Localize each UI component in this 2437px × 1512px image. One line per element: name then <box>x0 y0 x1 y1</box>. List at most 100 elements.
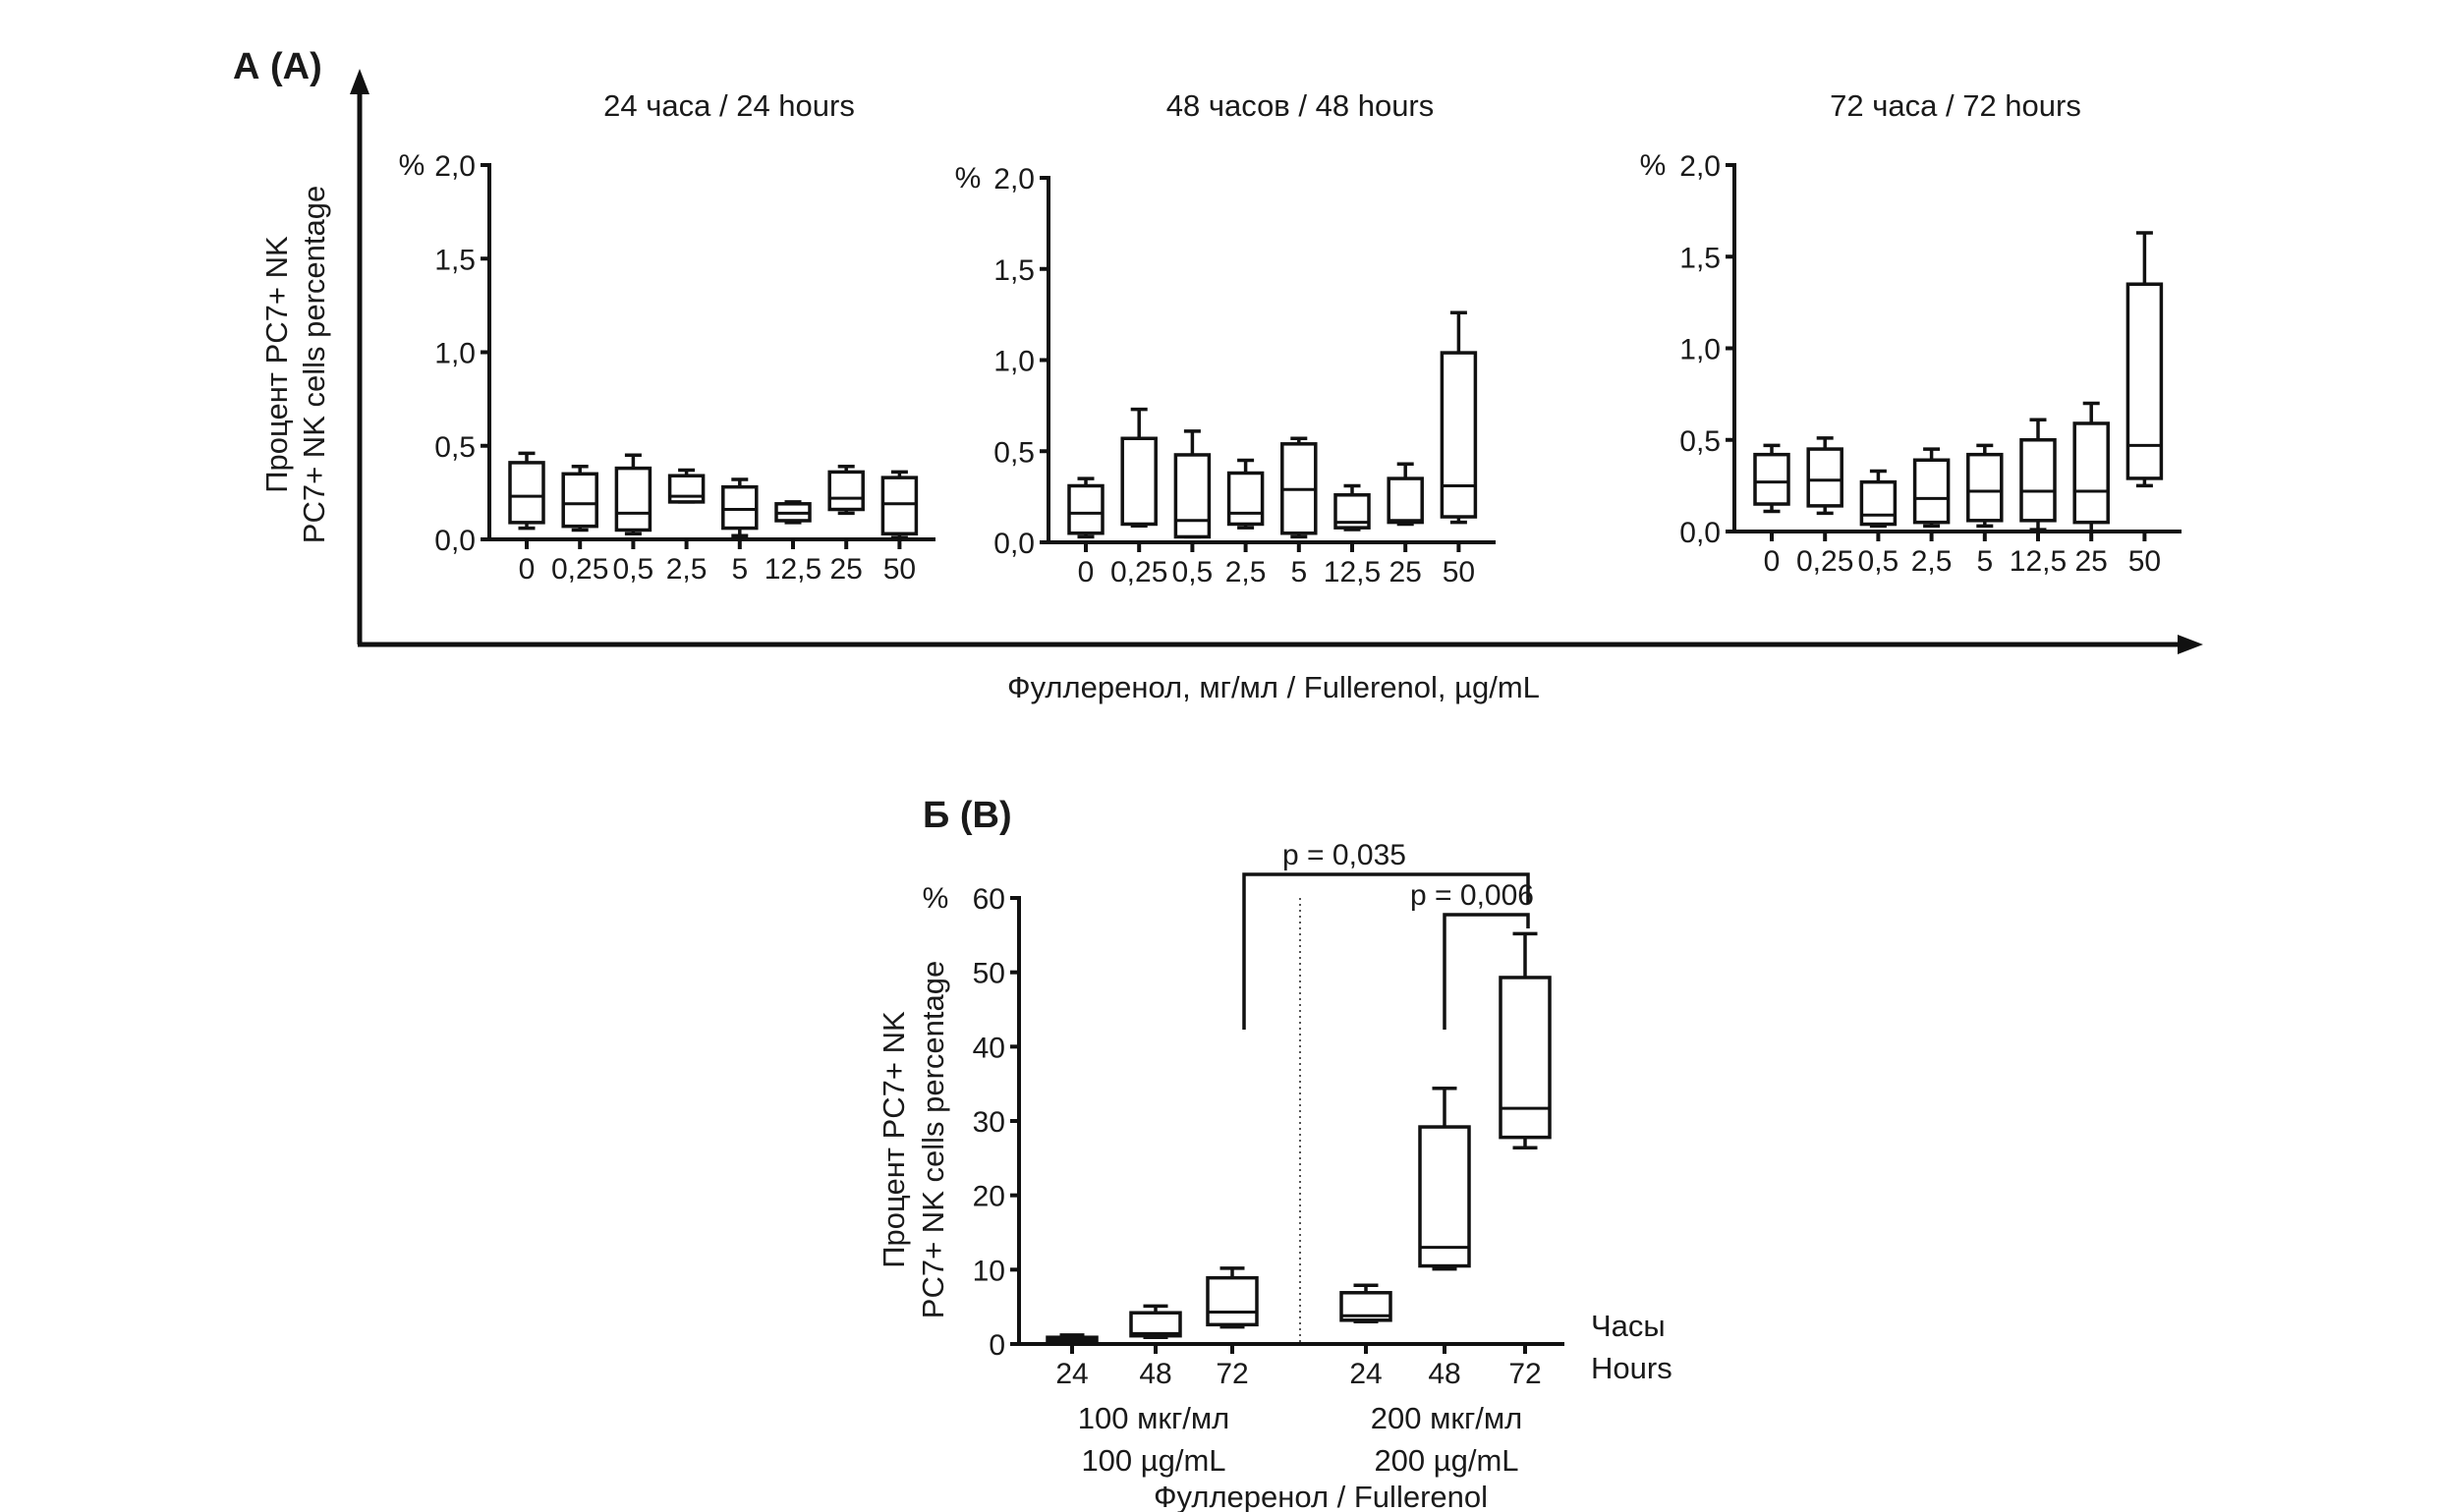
y-unit-label: % <box>399 149 425 182</box>
box-plot-50 <box>880 470 919 539</box>
x-tick-label: 2,5 <box>1225 556 1267 588</box>
box-plot-50 <box>1440 310 1478 525</box>
x-tick-label: 5 <box>1290 556 1307 588</box>
box-plot-48 <box>1129 1304 1182 1339</box>
panel-b-y-label-ru: Процент PC7+ NK <box>877 1011 911 1268</box>
y-tick-label: 30 <box>973 1106 1005 1139</box>
p-value-label: p = 0,006 <box>1410 879 1534 912</box>
box-plot-2,5 <box>1912 447 1951 529</box>
iqr-box <box>1440 351 1478 519</box>
x-tick-label: 12,5 <box>765 553 822 586</box>
iqr-box <box>1806 447 1843 508</box>
y-tick-label: 1,5 <box>993 254 1035 287</box>
y-unit-label: % <box>1640 149 1667 182</box>
iqr-box <box>1129 1311 1182 1338</box>
x-tick-label: 0,25 <box>1796 545 1853 578</box>
y-tick-label: 0,5 <box>993 436 1035 469</box>
y-tick-label: 1,0 <box>1679 334 1721 366</box>
box-plot-0,25 <box>1806 436 1843 516</box>
box-plot-2,5 <box>1226 458 1265 530</box>
box-plot-12,5 <box>1333 483 1371 532</box>
box-plot-24 <box>1046 1333 1099 1344</box>
box-plot-72 <box>1499 931 1552 1149</box>
x-tick-label: 72 <box>1216 1358 1248 1390</box>
y-tick-label: 0,5 <box>434 431 476 464</box>
x-tick-label: 0 <box>1078 556 1095 588</box>
box-plot-48 <box>1418 1086 1471 1271</box>
iqr-box <box>1173 453 1212 539</box>
box-plot-0,5 <box>1173 429 1212 539</box>
chart-title: 72 часа / 72 hours <box>1830 88 2081 123</box>
y-tick-label: 50 <box>973 958 1005 990</box>
y-tick-label: 0,5 <box>1679 425 1721 458</box>
y-tick-label: 40 <box>973 1032 1005 1064</box>
box-plot-12,5 <box>2019 418 2057 532</box>
panel-b-x-label: Фуллеренол / Fullerenol <box>1154 1480 1488 1512</box>
chart-2: 48 часов / 48 hours% 0,0 0,5 1,0 1,5 2,0 0 0,25… <box>955 88 1496 588</box>
iqr-box <box>614 466 652 532</box>
y-tick-label: 2,0 <box>434 150 476 183</box>
iqr-box <box>1067 483 1105 535</box>
box-plot-0 <box>508 451 545 531</box>
panel-a-y-label: Процент PC7+ NK PC7+ NK cells percentage <box>259 186 331 543</box>
iqr-box <box>1912 458 1951 525</box>
p-value-label: p = 0,035 <box>1282 839 1406 871</box>
box-plot-50 <box>2125 231 2164 488</box>
x-tick-label: 25 <box>1389 556 1422 588</box>
x-tick-label: 0,25 <box>1110 556 1167 588</box>
iqr-box <box>1753 452 1790 506</box>
y-tick-label: 0,0 <box>434 525 476 557</box>
panel-a-x-arrowhead-icon <box>2178 635 2203 654</box>
box-plot-0 <box>1067 476 1105 539</box>
panel-a-y-label-en: PC7+ NK cells percentage <box>297 186 331 543</box>
x-tick-label: 0,5 <box>1858 545 1899 578</box>
iqr-box <box>1418 1125 1471 1268</box>
y-tick-label: 0,0 <box>1679 517 1721 549</box>
box-plot-0,5 <box>614 453 652 536</box>
x-tick-label: 0 <box>1764 545 1781 578</box>
y-unit-label: % <box>923 882 949 915</box>
chart-title: 48 часов / 48 hours <box>1166 88 1435 123</box>
iqr-box <box>1206 1275 1259 1327</box>
chart-title: 24 часа / 24 hours <box>603 88 855 123</box>
box-plot-25 <box>827 464 865 516</box>
box-plot-5 <box>1966 443 2004 529</box>
iqr-box <box>1859 479 1898 527</box>
x-tick-label: 24 <box>1055 1358 1088 1390</box>
iqr-box <box>721 484 759 531</box>
box-plot-25 <box>1387 462 1424 527</box>
x-tick-label: 25 <box>830 553 863 586</box>
chart-3: 72 часа / 72 hours%0,00,51,01,52,00 0,25 0… <box>1640 88 2182 578</box>
box-plot-0,25 <box>1120 407 1158 529</box>
y-tick-label: 0 <box>989 1329 1005 1362</box>
iqr-box <box>2019 438 2057 523</box>
group1-label-ru: 100 мкг/мл <box>1078 1401 1230 1435</box>
panel-b-y-label: Процент PC7+ NK PC7+ NK cells percentage <box>877 961 950 1318</box>
chart-1: 24 часа / 24 hours%0,00,51,01,52,00 0,25 0… <box>399 88 935 586</box>
box-plot-25 <box>2072 401 2110 533</box>
x-tick-label: 5 <box>731 553 748 586</box>
y-tick-label: 1,0 <box>993 346 1035 378</box>
hours-label-en: Hours <box>1591 1351 1672 1385</box>
iqr-box <box>827 470 865 512</box>
iqr-box <box>1499 976 1552 1140</box>
x-tick-label: 24 <box>1349 1358 1382 1390</box>
hours-label-ru: Часы <box>1591 1309 1666 1343</box>
group1-label-en: 100 µg/mL <box>1081 1443 1225 1478</box>
box-plot-5 <box>1280 436 1318 539</box>
x-tick-label: 0,25 <box>551 553 608 586</box>
group2-label-en: 200 µg/mL <box>1374 1443 1518 1478</box>
x-tick-label: 5 <box>1976 545 1993 578</box>
x-tick-label: 50 <box>883 553 916 586</box>
x-tick-label: 48 <box>1139 1358 1171 1390</box>
panel-a-x-label: Фуллеренол, мг/мл / Fullerenol, µg/mL <box>1007 670 1540 704</box>
y-tick-label: 20 <box>973 1181 1005 1213</box>
iqr-box <box>2072 421 2110 525</box>
x-tick-label: 12,5 <box>2010 545 2067 578</box>
box-plot-5 <box>721 477 759 537</box>
box-plot-12,5 <box>774 500 812 525</box>
group2-label-ru: 200 мкг/мл <box>1371 1401 1523 1435</box>
x-tick-label: 50 <box>1443 556 1475 588</box>
